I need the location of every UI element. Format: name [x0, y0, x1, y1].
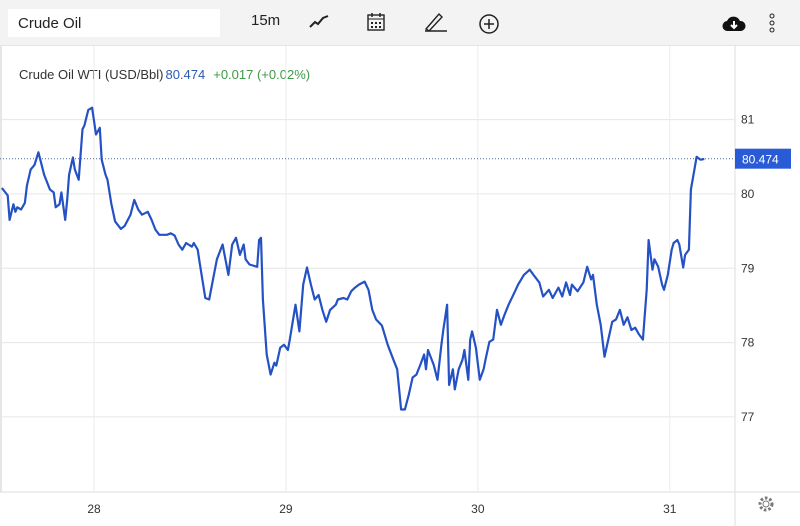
pencil-icon[interactable]	[422, 11, 448, 33]
cloud-download-icon[interactable]	[722, 15, 746, 33]
y-tick-label: 79	[741, 261, 755, 275]
add-circle-icon[interactable]	[478, 13, 500, 35]
last-price-label: 80.474	[742, 153, 779, 167]
instrument-name: Crude Oil WTI (USD/Bbl)	[19, 67, 164, 82]
x-tick-label: 31	[663, 502, 677, 516]
symbol-search-input[interactable]	[8, 9, 220, 37]
line-chart-icon[interactable]	[308, 14, 330, 30]
calendar-icon[interactable]	[366, 12, 386, 32]
y-tick-label: 80	[741, 187, 755, 201]
interval-selector[interactable]: 15m	[251, 12, 281, 29]
toolbar: 15m	[0, 0, 800, 46]
price-line	[1, 106, 705, 411]
y-tick-label: 77	[741, 410, 755, 424]
y-tick-label: 78	[741, 336, 755, 350]
x-tick-label: 30	[471, 502, 485, 516]
last-price-label-box	[735, 148, 791, 169]
x-tick-label: 29	[279, 502, 293, 516]
last-price: 80.474	[165, 67, 206, 82]
y-tick-label: 81	[741, 113, 755, 127]
x-tick-label: 28	[87, 502, 101, 516]
price-chart[interactable]: 77 78 79 80 81 28 29 30 31 80.474	[0, 46, 800, 526]
more-vertical-icon[interactable]	[768, 12, 776, 34]
settings-gear-icon[interactable]	[758, 496, 774, 512]
